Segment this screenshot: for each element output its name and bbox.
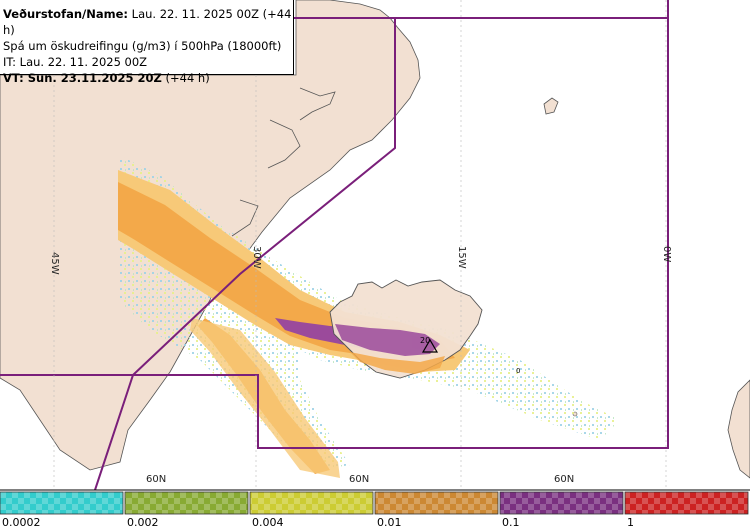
legend-swatch-0 <box>0 491 124 515</box>
lon-label-30w: 30W <box>251 246 262 269</box>
lon-label-45w: 45W <box>49 252 60 275</box>
contour-label-0: 0 <box>516 367 520 375</box>
lat-label-60n-b: 60N <box>349 474 369 485</box>
lon-label-15w: 15W <box>456 246 467 269</box>
ash-streak-sw-light <box>190 318 340 478</box>
iceland-land <box>329 279 483 379</box>
legend-swatch-5 <box>624 491 749 515</box>
legend-label-5: 1 <box>627 516 634 529</box>
issuer-label: Veðurstofan/Name: <box>3 7 128 21</box>
volcano-marker <box>421 338 439 353</box>
legend-label-3: 0.01 <box>377 516 402 529</box>
contour-label-20: 20 <box>420 336 430 345</box>
legend-swatch-3 <box>374 491 499 515</box>
legend-label-4: 0.1 <box>502 516 520 529</box>
info-line-1: Veðurstofan/Name: Lau. 22. 11. 2025 00Z … <box>3 6 293 38</box>
color-legend <box>0 491 749 515</box>
legend-label-1: 0.002 <box>127 516 159 529</box>
ash-over-iceland <box>335 324 440 356</box>
graticule-lines <box>53 0 667 490</box>
valid-lead: (+44 h) <box>161 71 210 85</box>
legend-swatch-4 <box>499 491 624 515</box>
info-line-3: IT: Lau. 22. 11. 2025 00Z <box>3 55 148 69</box>
legend-swatch-2 <box>249 491 374 515</box>
legend-swatch-1 <box>124 491 249 515</box>
small-island <box>543 97 559 115</box>
greenland-fjords <box>231 87 336 237</box>
lat-label-60n-a: 60N <box>146 474 166 485</box>
valid-time-label: VT: Sun. 23.11.2025 20Z <box>3 71 162 85</box>
domain-boundary <box>0 0 669 491</box>
legend-label-0: 0.0002 <box>2 516 41 529</box>
legend-label-2: 0.004 <box>252 516 284 529</box>
ash-over-iceland-edge <box>350 352 445 374</box>
info-line-2: Spá um öskudreifingu (g/m3) í 500hPa (18… <box>3 39 282 53</box>
lat-label-60n-c: 60N <box>554 474 574 485</box>
forecast-info-box: Veðurstofan/Name: Lau. 22. 11. 2025 00Z … <box>0 0 294 85</box>
run-time: Lau. 22. 11. 2025 00Z (+44 h) <box>3 7 292 37</box>
scandinavia-land <box>727 379 750 479</box>
lon-label-0w: 0W <box>661 246 672 262</box>
info-line-4: VT: Sun. 23.11.2025 20Z (+44 h) <box>3 70 293 86</box>
